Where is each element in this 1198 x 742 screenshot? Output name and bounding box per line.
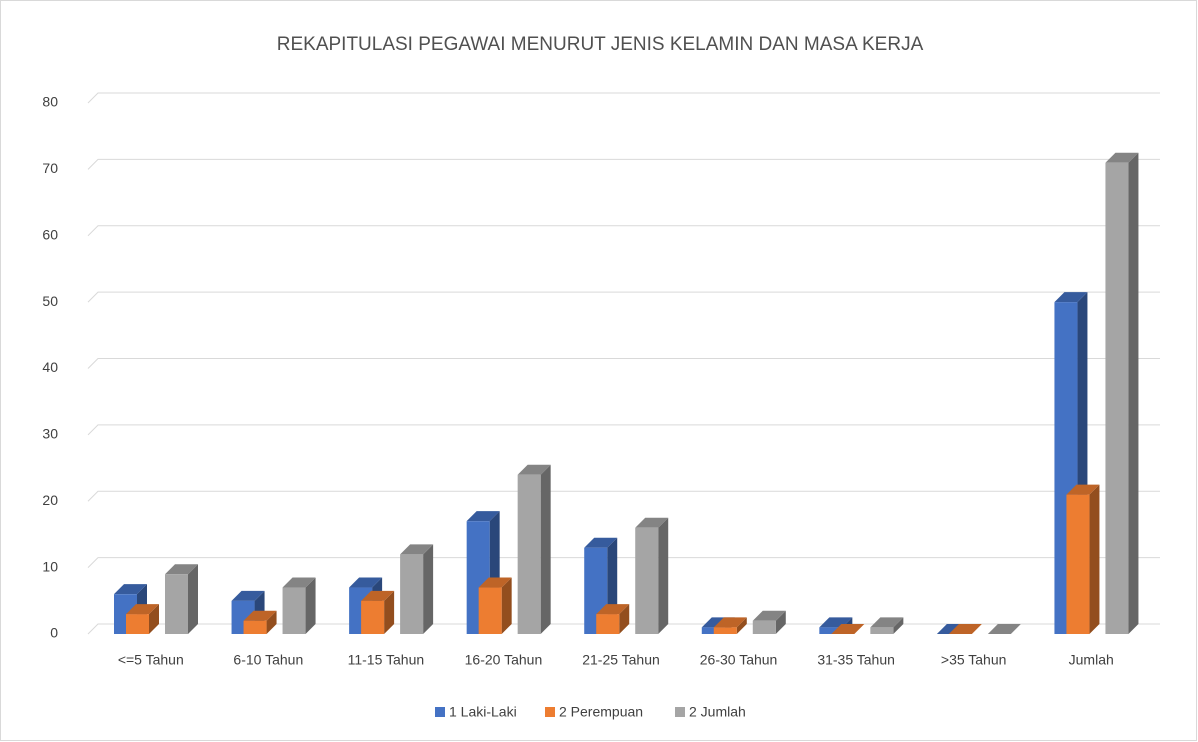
legend-swatch — [435, 707, 445, 717]
x-tick-label: >35 Tahun — [941, 652, 1007, 668]
grid-line — [87, 424, 1160, 436]
bar-side — [736, 617, 747, 634]
bar-side — [305, 577, 316, 634]
y-tick-label: 20 — [42, 492, 58, 508]
x-tick-label: 21-25 Tahun — [582, 652, 660, 668]
x-tick-label: Jumlah — [1069, 652, 1114, 668]
grid-line — [87, 623, 1160, 635]
bar — [752, 620, 776, 634]
bar-top — [635, 517, 669, 528]
bar-top — [361, 590, 395, 601]
y-tick-label: 0 — [50, 625, 58, 641]
grid-line — [87, 557, 1160, 568]
bar-top — [870, 617, 904, 628]
bar-side — [619, 604, 630, 634]
y-tick-label: 40 — [42, 359, 58, 375]
y-tick-label: 60 — [42, 226, 58, 242]
grid-line — [87, 225, 1160, 237]
bar-top — [282, 577, 316, 588]
x-tick-label: 11-15 Tahun — [348, 652, 425, 668]
bar-top — [231, 590, 265, 601]
bar — [713, 627, 737, 634]
bar — [819, 627, 843, 634]
y-tick-label: 70 — [42, 160, 58, 176]
bar — [596, 614, 620, 634]
bar-top — [596, 604, 630, 615]
x-tick-label: 31-35 Tahun — [817, 652, 895, 668]
bar — [361, 600, 385, 634]
legend-swatch — [675, 707, 685, 717]
grid-line — [87, 490, 1160, 502]
legend-label: 2 Jumlah — [689, 704, 746, 720]
bar-side — [775, 610, 786, 634]
bar-top — [165, 564, 198, 575]
bar-top — [1054, 292, 1088, 303]
bar-top — [400, 544, 434, 555]
bar — [478, 587, 502, 634]
bar-side — [893, 617, 904, 634]
bar-top — [466, 511, 500, 522]
x-tick-label: 16-20 Tahun — [465, 652, 543, 668]
x-tick-label: <=5 Tahun — [118, 652, 184, 668]
legend-swatch — [545, 707, 555, 717]
bar — [1066, 494, 1090, 634]
bar-top — [478, 577, 512, 588]
grid-line — [87, 92, 1160, 104]
bar-top — [948, 624, 982, 634]
bar-side — [384, 590, 395, 634]
legend-label: 2 Perempuan — [559, 704, 643, 720]
bar-side — [149, 604, 159, 634]
grid-line — [87, 358, 1160, 369]
chart-title: REKAPITULASI PEGAWAI MENURUT JENIS KELAM… — [277, 34, 924, 55]
bar-side — [658, 517, 669, 634]
bar-top — [713, 617, 747, 628]
bar-top — [831, 624, 865, 634]
y-tick-label: 30 — [42, 426, 58, 442]
bar-side — [1089, 484, 1100, 634]
bar — [635, 527, 659, 634]
bar — [400, 554, 424, 634]
bar-top — [517, 464, 551, 475]
y-tick-label: 80 — [42, 94, 58, 110]
legend-label: 1 Laki-Laki — [449, 704, 517, 720]
x-tick-label: 26-30 Tahun — [700, 652, 778, 668]
grid-line — [87, 158, 1160, 170]
y-tick-label: 10 — [42, 558, 58, 574]
bar-side — [423, 544, 434, 634]
bar-side — [188, 564, 198, 634]
bar-top — [584, 537, 618, 548]
bar-top — [349, 577, 383, 588]
bar-top — [1105, 152, 1139, 163]
bar-top — [987, 624, 1021, 634]
bar — [517, 474, 541, 634]
bar-top — [243, 610, 277, 621]
bar-side — [266, 610, 277, 634]
bar-side — [540, 464, 551, 634]
bar-top — [752, 610, 786, 621]
bar-top — [114, 584, 147, 595]
grid-line — [87, 291, 1160, 303]
bar — [282, 587, 306, 634]
bar-side — [501, 577, 512, 634]
bar — [701, 627, 725, 634]
x-tick-label: 6-10 Tahun — [233, 652, 303, 668]
bar-side — [1128, 152, 1139, 635]
bar — [1105, 162, 1129, 635]
bar — [165, 574, 188, 634]
bar — [126, 614, 149, 634]
bar-top — [1066, 484, 1100, 495]
bar — [243, 620, 267, 634]
bar — [870, 627, 894, 634]
y-tick-label: 50 — [42, 293, 58, 309]
bar-top — [126, 604, 159, 615]
